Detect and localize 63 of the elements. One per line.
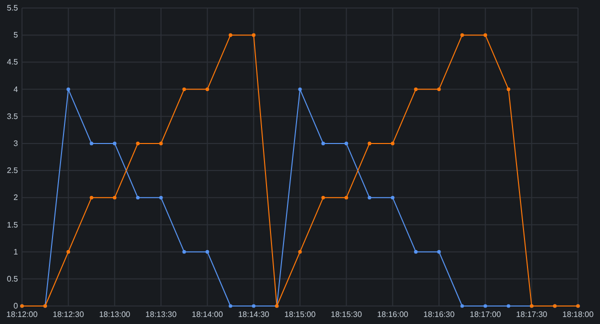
x-tick-label: 18:15:30 bbox=[330, 310, 362, 319]
point bbox=[206, 250, 210, 254]
point bbox=[252, 33, 256, 37]
x-tick-label: 18:12:00 bbox=[6, 310, 38, 319]
point bbox=[368, 142, 372, 146]
point bbox=[206, 87, 210, 92]
x-tick-label: 18:17:30 bbox=[516, 310, 548, 319]
point bbox=[159, 196, 163, 200]
x-tick-label: 18:14:30 bbox=[238, 310, 270, 319]
y-tick-label: 0.5 bbox=[6, 274, 19, 284]
y-tick-label: 3 bbox=[14, 139, 19, 148]
y-tick-label: 3.5 bbox=[6, 112, 19, 121]
point bbox=[321, 142, 325, 146]
point bbox=[344, 196, 348, 200]
point bbox=[437, 87, 441, 92]
point bbox=[484, 33, 488, 37]
point bbox=[112, 196, 116, 200]
y-tick-label: 0 bbox=[14, 302, 19, 311]
y-tick-label: 2.5 bbox=[6, 166, 19, 176]
point bbox=[298, 87, 302, 92]
point bbox=[506, 304, 510, 308]
point bbox=[390, 196, 394, 200]
point bbox=[136, 142, 140, 146]
point bbox=[460, 33, 464, 37]
point bbox=[136, 196, 140, 200]
point bbox=[298, 250, 302, 254]
point bbox=[390, 142, 394, 146]
point bbox=[182, 250, 186, 254]
point bbox=[484, 304, 488, 308]
x-tick-label: 18:12:30 bbox=[52, 310, 84, 319]
point bbox=[414, 250, 418, 254]
x-tick-label: 18:14:00 bbox=[192, 310, 224, 319]
point bbox=[182, 87, 186, 92]
x-tick-label: 18:17:00 bbox=[470, 310, 502, 319]
point bbox=[437, 250, 441, 254]
point bbox=[252, 304, 256, 308]
x-tick-label: 18:18:00 bbox=[562, 310, 594, 319]
point bbox=[414, 87, 418, 92]
point bbox=[66, 87, 70, 92]
x-tick-label: 18:13:00 bbox=[99, 310, 131, 319]
y-tick-label: 4.5 bbox=[6, 58, 19, 67]
point bbox=[159, 142, 163, 146]
y-tick-label: 2 bbox=[14, 193, 19, 202]
point bbox=[506, 87, 510, 92]
point bbox=[344, 142, 348, 146]
y-tick-label: 1.5 bbox=[6, 220, 19, 230]
point bbox=[460, 304, 464, 308]
point bbox=[228, 33, 232, 37]
point bbox=[321, 196, 325, 200]
x-tick-label: 18:16:00 bbox=[377, 310, 409, 319]
x-tick-label: 18:13:30 bbox=[145, 310, 178, 319]
point bbox=[66, 250, 70, 254]
x-tick-label: 18:15:00 bbox=[284, 310, 316, 319]
y-tick-label: 5.5 bbox=[6, 4, 19, 13]
y-tick-label: 1 bbox=[14, 247, 19, 256]
point bbox=[90, 196, 94, 200]
y-tick-label: 5 bbox=[14, 30, 19, 40]
x-tick-label: 18:16:30 bbox=[423, 310, 456, 319]
point bbox=[90, 142, 94, 146]
point bbox=[368, 196, 372, 200]
point bbox=[228, 304, 232, 308]
y-tick-label: 4 bbox=[14, 84, 19, 94]
point bbox=[112, 142, 116, 146]
